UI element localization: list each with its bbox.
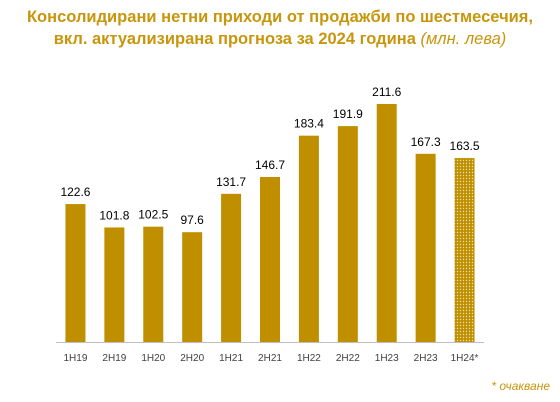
- data-label: 131.7: [216, 175, 246, 189]
- x-tick-label: 1H24*: [451, 353, 479, 364]
- data-label: 191.9: [333, 107, 363, 121]
- chart-title-line1: Консолидирани нетни приходи от продажби …: [26, 8, 533, 26]
- chart-title-line2: вкл. актуализирана прогноза за 2024 годи…: [0, 28, 560, 50]
- x-tick-label: 2H19: [102, 353, 126, 364]
- x-tick-label: 1H21: [219, 353, 243, 364]
- data-label: 167.3: [411, 135, 441, 149]
- bar: [260, 176, 280, 342]
- bar: [298, 135, 319, 342]
- forecast-bar: [454, 158, 475, 342]
- x-tick-label: 2H23: [414, 353, 438, 364]
- bar: [182, 232, 203, 342]
- x-tick-label: 1H23: [375, 353, 399, 364]
- data-label: 183.4: [294, 117, 324, 131]
- bar: [104, 227, 125, 342]
- x-tick-label: 1H22: [297, 353, 321, 364]
- chart-title: Консолидирани нетни приходи от продажби …: [0, 6, 560, 50]
- x-tick-label: 1H20: [141, 353, 165, 364]
- x-tick-label: 1H19: [64, 353, 88, 364]
- x-tick-label: 2H20: [180, 353, 204, 364]
- bar: [65, 204, 86, 342]
- chart-title-line2-text: вкл. актуализирана прогноза за 2024 годи…: [53, 30, 416, 48]
- forecast-footnote: * очакване: [491, 379, 550, 393]
- data-label: 97.6: [181, 213, 205, 227]
- data-label: 101.8: [99, 208, 129, 222]
- bar: [415, 153, 436, 342]
- data-label: 163.5: [450, 139, 480, 153]
- chart-title-unit: (млн. лева): [420, 30, 507, 48]
- x-tick-label: 2H22: [336, 353, 360, 364]
- data-label: 102.5: [138, 208, 168, 222]
- data-label: 146.7: [255, 158, 285, 172]
- bar: [337, 126, 358, 342]
- x-tick-label: 2H21: [258, 353, 282, 364]
- bar: [143, 226, 164, 342]
- data-label: 211.6: [372, 85, 401, 99]
- data-label: 122.6: [60, 185, 90, 199]
- bar: [221, 193, 242, 342]
- bar: [376, 103, 397, 342]
